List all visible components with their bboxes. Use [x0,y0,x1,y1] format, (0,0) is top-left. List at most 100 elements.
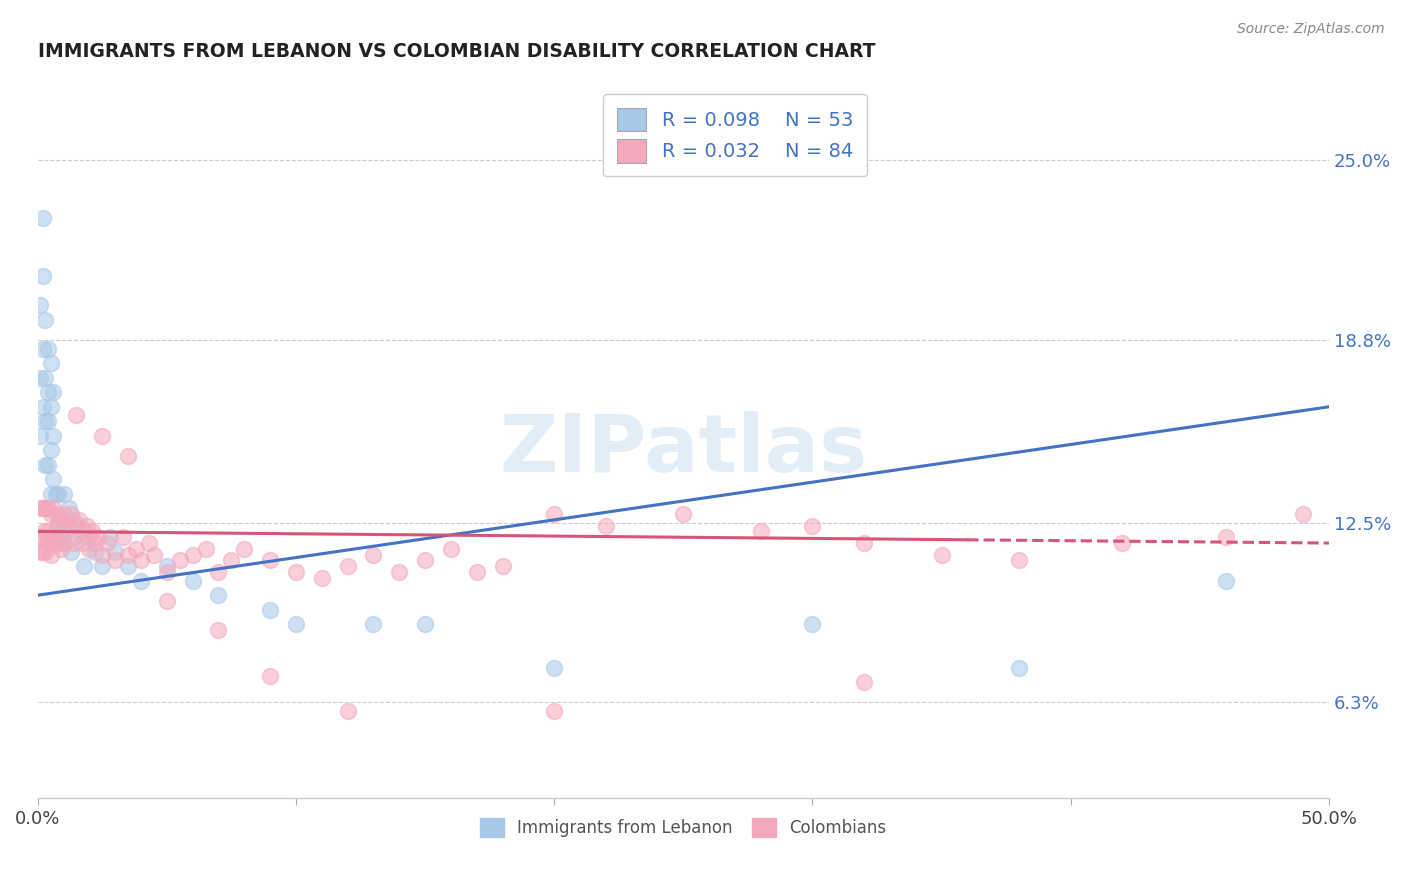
Point [30,371,52,385]
Point [55,524,77,539]
Point [30,530,52,544]
Point [129,553,152,567]
Point [63,530,86,544]
Point [46,518,69,533]
Point [169,553,191,567]
Point [34,414,56,428]
Point [73,559,96,574]
Point [60,507,83,521]
Point [207,623,229,637]
Point [194,541,217,556]
Point [46,487,69,501]
Point [58,501,80,516]
Point [801,518,824,533]
Point [413,617,436,632]
Point [37,536,59,550]
Point [413,553,436,567]
Point [34,501,56,516]
Point [284,565,307,579]
Point [31,342,53,356]
Point [39,507,62,521]
Point [543,661,565,675]
Point [42,501,65,516]
Point [853,536,876,550]
Point [91,548,114,562]
Point [39,400,62,414]
Point [83,536,105,550]
Point [39,530,62,544]
Point [129,574,152,588]
Point [117,449,139,463]
Point [125,541,148,556]
Point [80,524,103,539]
Point [221,553,243,567]
Point [336,559,359,574]
Point [233,541,256,556]
Point [30,545,52,559]
Point [543,704,565,718]
Point [31,211,53,226]
Point [45,507,67,521]
Point [37,414,59,428]
Point [37,458,59,472]
Point [63,536,86,550]
Point [138,536,160,550]
Point [104,553,127,567]
Point [52,516,75,530]
Point [142,548,165,562]
Point [1111,536,1133,550]
Text: IMMIGRANTS FROM LEBANON VS COLOMBIAN DISABILITY CORRELATION CHART: IMMIGRANTS FROM LEBANON VS COLOMBIAN DIS… [38,42,875,61]
Legend: Immigrants from Lebanon, Colombians: Immigrants from Lebanon, Colombians [474,812,893,844]
Point [388,565,411,579]
Point [34,458,56,472]
Point [65,516,87,530]
Point [39,487,62,501]
Point [156,565,179,579]
Point [207,565,229,579]
Text: ZIPatlas: ZIPatlas [499,411,868,490]
Point [1008,553,1031,567]
Point [672,507,695,521]
Point [465,565,488,579]
Point [52,487,75,501]
Point [363,617,385,632]
Point [83,545,105,559]
Point [440,541,463,556]
Point [749,524,772,539]
Point [39,443,62,458]
Point [1215,574,1237,588]
Point [284,617,307,632]
Point [91,559,114,574]
Point [543,507,565,521]
Point [259,603,281,617]
Point [70,536,93,550]
Point [42,536,65,550]
Point [34,313,56,327]
Point [39,356,62,370]
Point [111,530,134,544]
Point [45,487,67,501]
Point [30,501,52,516]
Point [60,545,83,559]
Point [1008,661,1031,675]
Point [156,559,179,574]
Point [931,548,953,562]
Point [34,371,56,385]
Point [207,588,229,602]
Point [42,472,65,486]
Point [91,429,114,443]
Point [76,518,98,533]
Point [30,429,52,443]
Point [30,298,52,312]
Point [42,429,65,443]
Point [46,536,69,550]
Point [259,553,281,567]
Point [42,385,65,400]
Point [79,541,101,556]
Point [491,559,513,574]
Point [45,530,67,544]
Point [37,501,59,516]
Point [104,545,127,559]
Point [98,530,121,544]
Point [96,536,118,550]
